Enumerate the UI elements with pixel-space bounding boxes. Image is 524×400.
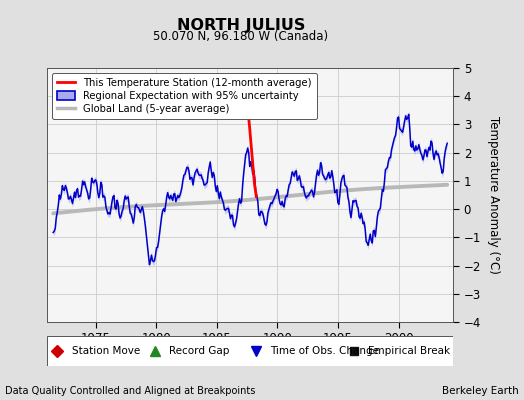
- Legend: This Temperature Station (12-month average), Regional Expectation with 95% uncer: This Temperature Station (12-month avera…: [52, 73, 316, 119]
- Text: Empirical Break: Empirical Break: [368, 346, 450, 356]
- Text: Data Quality Controlled and Aligned at Breakpoints: Data Quality Controlled and Aligned at B…: [5, 386, 256, 396]
- Text: 50.070 N, 96.180 W (Canada): 50.070 N, 96.180 W (Canada): [154, 30, 329, 43]
- Text: NORTH JULIUS: NORTH JULIUS: [177, 18, 305, 33]
- Text: Record Gap: Record Gap: [169, 346, 230, 356]
- Text: Berkeley Earth: Berkeley Earth: [442, 386, 519, 396]
- Text: Time of Obs. Change: Time of Obs. Change: [270, 346, 379, 356]
- Y-axis label: Temperature Anomaly (°C): Temperature Anomaly (°C): [487, 116, 500, 274]
- Text: Station Move: Station Move: [71, 346, 140, 356]
